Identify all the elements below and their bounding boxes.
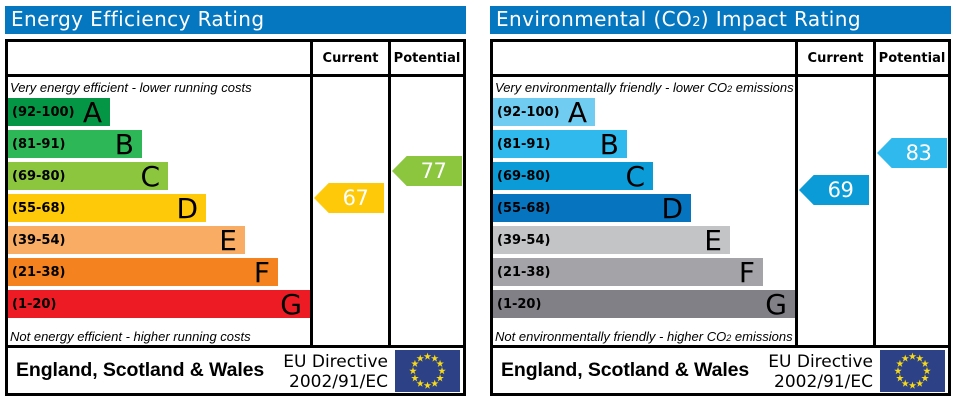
band-range-label: (81-91): [12, 136, 66, 152]
band-letter: C: [625, 160, 645, 193]
band-letter: D: [176, 192, 198, 225]
potential-column-divider: [388, 42, 391, 348]
band-letter: E: [219, 224, 237, 257]
top-caption: Very energy efficient - lower running co…: [10, 80, 252, 95]
band-range-label: (39-54): [12, 232, 66, 248]
header-row-divider: [493, 74, 948, 77]
rating-table: Current Potential Very environmentally f…: [490, 39, 951, 396]
panel-title: Environmental (CO2) Impact Rating: [490, 6, 951, 34]
band-range-label: (55-68): [12, 200, 66, 216]
band-range-label: (92-100): [12, 104, 75, 120]
table-footer: England, Scotland & Wales EU Directive 20…: [493, 348, 948, 393]
band-bar-f: (21-38) F: [493, 256, 763, 289]
band-bar-a: (92-100) A: [8, 96, 110, 129]
footer-divider: [8, 345, 463, 348]
current-rating-arrow: 67: [314, 183, 384, 213]
header-row-divider: [8, 74, 463, 77]
bottom-caption: Not environmentally friendly - higher CO…: [495, 329, 793, 344]
band-range-label: (55-68): [497, 200, 551, 216]
band-letter: G: [765, 288, 787, 321]
band-bar-b: (81-91) B: [8, 128, 142, 161]
band-letter: G: [280, 288, 302, 321]
eu-flag-icon: [395, 350, 460, 392]
potential-column-divider: [873, 42, 876, 348]
rating-table: Current Potential Very energy efficient …: [5, 39, 466, 396]
band-range-label: (1-20): [497, 296, 542, 312]
band-letter: B: [599, 128, 619, 161]
rating-panel-environmental-co2-impact: Environmental (CO2) Impact Rating Curren…: [490, 6, 951, 397]
band-letter: A: [82, 96, 102, 129]
band-range-label: (21-38): [497, 264, 551, 280]
band-bar-g: (1-20) G: [8, 288, 310, 321]
band-bar-g: (1-20) G: [493, 288, 795, 321]
table-footer: England, Scotland & Wales EU Directive 20…: [8, 348, 463, 393]
band-letter: E: [704, 224, 722, 257]
panel-title: Energy Efficiency Rating: [5, 6, 466, 34]
band-letter: F: [738, 256, 755, 289]
band-bar-e: (39-54) E: [8, 224, 245, 257]
current-column-header: Current: [807, 50, 864, 66]
current-column-divider: [795, 42, 798, 348]
eu-directive-label: EU Directive 2002/91/EC: [283, 352, 388, 392]
current-rating-arrow: 69: [799, 175, 869, 205]
potential-rating-arrow: 83: [877, 138, 947, 168]
band-bar-c: (69-80) C: [493, 160, 653, 193]
rating-panel-energy-efficiency: Energy Efficiency Rating Current Potenti…: [5, 6, 466, 397]
band-bar-e: (39-54) E: [493, 224, 730, 257]
potential-column-header: Potential: [393, 50, 461, 66]
band-range-label: (39-54): [497, 232, 551, 248]
potential-rating-arrow: 77: [392, 156, 462, 186]
footer-divider: [493, 345, 948, 348]
band-bar-a: (92-100) A: [493, 96, 595, 129]
band-bar-b: (81-91) B: [493, 128, 627, 161]
band-bar-d: (55-68) D: [8, 192, 206, 225]
eu-directive-label: EU Directive 2002/91/EC: [768, 352, 873, 392]
band-range-label: (81-91): [497, 136, 551, 152]
band-range-label: (21-38): [12, 264, 66, 280]
band-bar-c: (69-80) C: [8, 160, 168, 193]
band-letter: D: [661, 192, 683, 225]
footer-region-label: England, Scotland & Wales: [16, 359, 265, 381]
band-range-label: (69-80): [12, 168, 66, 184]
bottom-caption: Not energy efficient - higher running co…: [10, 329, 251, 344]
band-letter: F: [253, 256, 270, 289]
band-range-label: (92-100): [497, 104, 560, 120]
band-bar-f: (21-38) F: [8, 256, 278, 289]
band-letter: C: [140, 160, 160, 193]
band-letter: B: [114, 128, 134, 161]
band-bar-d: (55-68) D: [493, 192, 691, 225]
band-range-label: (69-80): [497, 168, 551, 184]
current-column-header: Current: [322, 50, 379, 66]
eu-flag-icon: [880, 350, 945, 392]
footer-region-label: England, Scotland & Wales: [501, 359, 750, 381]
band-letter: A: [567, 96, 587, 129]
band-range-label: (1-20): [12, 296, 57, 312]
top-caption: Very environmentally friendly - lower CO…: [495, 80, 794, 95]
current-column-divider: [310, 42, 313, 348]
potential-column-header: Potential: [878, 50, 946, 66]
